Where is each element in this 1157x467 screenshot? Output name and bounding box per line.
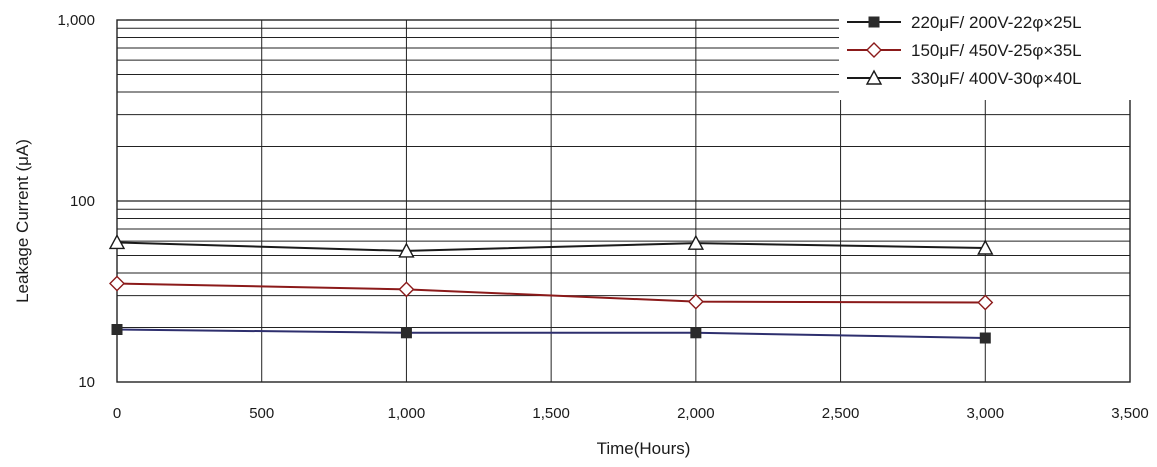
legend-label: 150μF/ 450V-25φ×35L	[911, 41, 1082, 60]
data-point-square-marker	[979, 332, 991, 344]
data-point-triangle-marker	[977, 239, 994, 255]
data-point-diamond-marker	[398, 281, 415, 298]
data-point-square-marker	[690, 327, 702, 339]
x-tick-label: 500	[249, 405, 274, 422]
x-tick-label: 1,500	[532, 405, 570, 422]
y-axis-title: Leakage Current (μA)	[13, 139, 32, 303]
x-tick-label: 3,000	[967, 405, 1005, 422]
series-lines	[108, 233, 994, 344]
data-point-triangle-marker	[687, 234, 705, 250]
data-point-square-marker	[868, 16, 880, 28]
axes: 0 500 1,000 1,500 2,000 2,500 3,000 3,500 10 100 1…	[57, 12, 1148, 422]
x-tick-label: 3,500	[1111, 405, 1149, 422]
x-tick-label: 2,000	[677, 405, 715, 422]
x-axis-title: Time(Hours)	[597, 439, 691, 458]
data-point-square-marker	[111, 324, 123, 336]
data-point-diamond-marker	[977, 294, 994, 311]
x-tick-label: 1,000	[388, 405, 426, 422]
series-line-1	[116, 328, 986, 340]
data-point-diamond-marker	[687, 293, 704, 310]
legend: 220μF/ 200V-22φ×25L 150μF/ 450V-25φ×35L 33…	[839, 8, 1139, 100]
data-point-diamond-marker	[109, 275, 125, 292]
x-tick-label: 2,500	[822, 405, 860, 422]
y-tick-label: 100	[70, 193, 95, 210]
legend-box	[839, 8, 1139, 100]
legend-label: 330μF/ 400V-30φ×40L	[911, 69, 1082, 88]
series-line-2	[116, 282, 986, 304]
plot-border	[116, 19, 1131, 383]
data-point-diamond-marker	[866, 42, 882, 58]
y-tick-label: 1,000	[57, 12, 95, 29]
y-tick-label: 10	[78, 374, 95, 391]
series-line-3	[116, 241, 986, 252]
data-point-triangle-marker	[108, 233, 126, 250]
data-point-square-marker	[400, 327, 412, 339]
data-point-triangle-marker	[865, 69, 883, 85]
legend-label: 220μF/ 200V-22φ×25L	[911, 13, 1082, 32]
data-point-triangle-marker	[398, 242, 415, 258]
x-tick-label: 0	[113, 405, 121, 422]
